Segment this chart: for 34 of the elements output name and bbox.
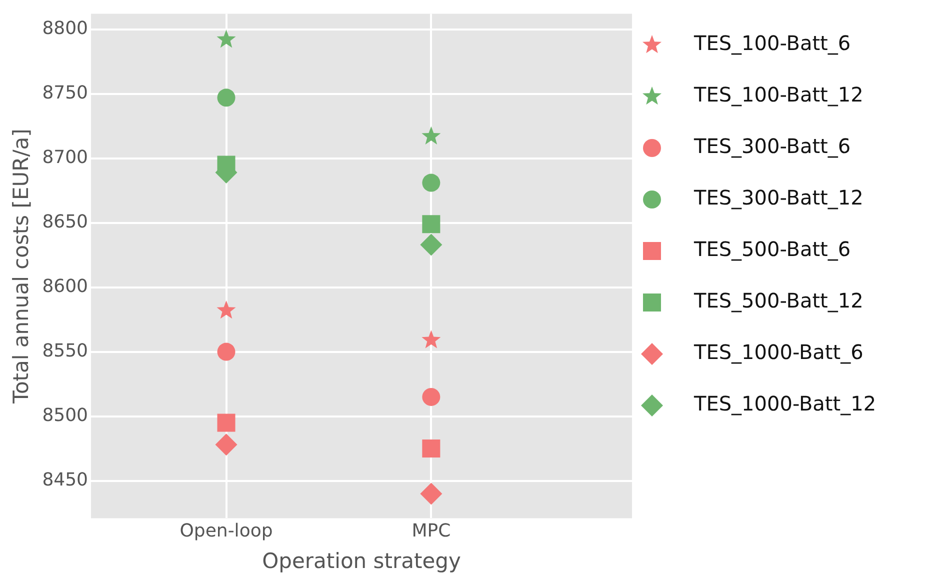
legend-label: TES_1000-Batt_12	[693, 392, 876, 416]
point	[422, 126, 441, 144]
legend-label: TES_500-Batt_12	[693, 288, 864, 313]
y-tick-label: 8600	[42, 276, 88, 297]
point	[422, 388, 440, 406]
legend-label: TES_300-Batt_12	[693, 186, 864, 210]
point	[420, 234, 442, 256]
point	[216, 300, 236, 319]
point	[422, 440, 440, 458]
x-axis-title: Operation strategy	[262, 548, 461, 573]
x-tick-label: MPC	[412, 520, 451, 542]
legend-label: TES_100-Batt_12	[693, 82, 864, 107]
point	[215, 434, 238, 456]
y-tick-label: 8650	[42, 211, 88, 232]
x-tick-label: Open-loop	[180, 520, 273, 542]
y-tick-label: 8500	[42, 404, 88, 426]
legend-label: TES_1000-Batt_6	[693, 340, 864, 364]
y-axis-title: Total annual costs [EUR/a]	[9, 128, 34, 404]
y-tick-label: 8450	[42, 469, 88, 490]
point	[422, 174, 440, 192]
legend-label: TES_100-Batt_6	[693, 31, 851, 56]
point	[422, 215, 440, 234]
y-tick-label: 8700	[42, 146, 88, 168]
point	[422, 330, 441, 348]
legend-label: TES_500-Batt_6	[693, 237, 851, 262]
y-tick-label: 8800	[42, 18, 88, 39]
point	[217, 88, 236, 107]
point	[420, 482, 442, 505]
point	[217, 342, 236, 361]
point	[217, 414, 236, 432]
legend-label: TES_300-Batt_6	[693, 134, 851, 158]
y-tick-label: 8550	[42, 340, 88, 362]
point	[216, 30, 236, 48]
y-tick-label: 8750	[42, 82, 88, 104]
